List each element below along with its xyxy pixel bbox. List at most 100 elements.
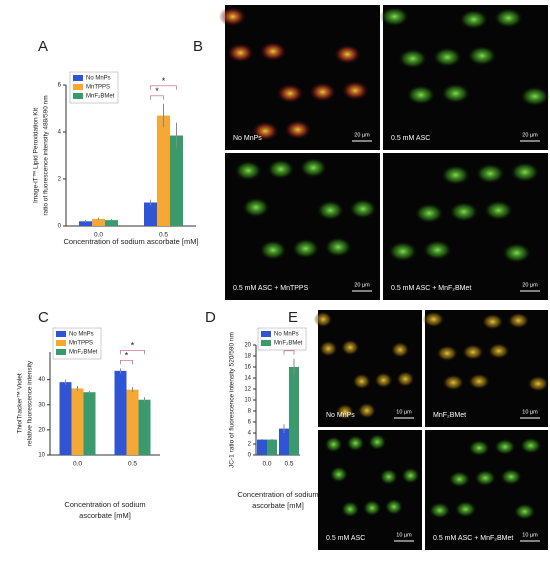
bar [279,428,289,455]
panel-label: A [38,38,48,55]
cell [234,160,263,181]
cell [414,202,445,224]
significance-bracket [283,350,295,355]
cell [308,81,337,103]
bar [289,367,299,455]
cell [448,470,471,488]
cell [259,41,287,62]
legend-swatch [261,340,271,346]
y-tick-label: 10 [38,453,45,459]
x-axis-label: Concentration of sodium [64,500,145,509]
image-label: No MnPs [326,412,355,419]
bar [79,221,92,226]
cell [340,500,360,518]
significance-bracket [150,85,177,90]
y-tick-label: 30 [38,402,45,408]
cell [316,200,345,221]
legend-swatch [56,340,66,346]
bar [92,218,105,226]
cell [242,197,270,218]
micrograph [425,310,548,427]
cell [436,345,459,362]
image-label: 0.5 mM ASC + MnTPPS [233,285,309,292]
legend-label: No MnPs [86,76,111,82]
cell [432,47,463,68]
y-tick-label: 2 [248,442,252,448]
significance-star: * [162,76,166,86]
legend-swatch [73,84,83,90]
cell [299,157,328,178]
x-axis-label: Concentration of sodium [237,490,318,499]
cell [341,80,370,101]
image-label: No MnPs [233,135,262,142]
cell [501,242,532,264]
legend-swatch [56,331,66,337]
legend-swatch [73,93,83,99]
scale-label: 10 µm [522,532,538,538]
cell [519,437,542,454]
x-axis-label: Concentration of sodium ascorbate [mM] [63,237,198,246]
cell [493,438,517,456]
bar [105,220,118,226]
cell [487,342,510,360]
cell [401,467,420,484]
panel-label: B [193,38,203,55]
cell [396,370,415,388]
y-tick-label: 20 [244,343,251,349]
cell [329,466,349,483]
x-tick-label: 0.0 [262,461,271,468]
cell [266,158,295,180]
cell [481,313,504,330]
cell [367,433,387,451]
significance-bracket [150,95,164,100]
image-label: 0.5 mM ASC + MnF₂BMet [433,535,513,542]
scale-label: 10 µm [522,409,538,415]
y-tick-label: 2 [58,177,62,183]
x-tick-label: 0.5 [159,232,168,239]
legend-label: MnF₂BMet [86,94,115,100]
image-label: 0.5 mM ASC + MnF₂BMet [391,285,471,292]
y-tick-label: 4 [248,431,252,437]
bar [59,382,72,455]
y-tick-label: 8 [248,409,252,415]
cell [276,83,305,104]
significance-star: * [131,341,135,351]
legend-swatch [73,75,83,81]
y-tick-label: 4 [58,130,62,136]
cell [500,468,523,486]
micrograph [383,5,548,150]
cell [340,339,360,356]
y-tick-label: 0 [248,453,252,459]
panel-label: E [288,309,298,326]
y-tick-label: 10 [244,398,251,404]
cell [226,42,255,63]
significance-bracket [120,349,145,355]
cell [384,498,404,516]
cell [468,373,491,390]
bar [83,392,96,455]
cell [442,374,465,391]
cell [357,402,377,419]
y-axis-label: ratio of fluorescence intensity 488/590 … [43,95,50,215]
cell [218,6,247,27]
scale-label: 20 µm [522,132,538,138]
cell [346,434,365,452]
cell [324,436,343,453]
cell [440,83,471,104]
cell [422,239,453,261]
legend-label: MnF₂BMet [274,341,303,347]
y-tick-label: 20 [38,427,45,433]
bar [126,389,139,455]
cell [468,439,491,457]
cell [483,200,514,221]
y-tick-label: 6 [58,83,62,89]
cell [313,311,333,328]
image-label: 0.5 mM ASC [391,135,430,142]
cell [461,343,485,361]
significance-star: * [125,351,129,361]
cell [507,312,530,329]
cell [454,500,477,518]
x-axis-label: ascorbate [mM] [252,501,304,510]
cell [335,403,355,420]
